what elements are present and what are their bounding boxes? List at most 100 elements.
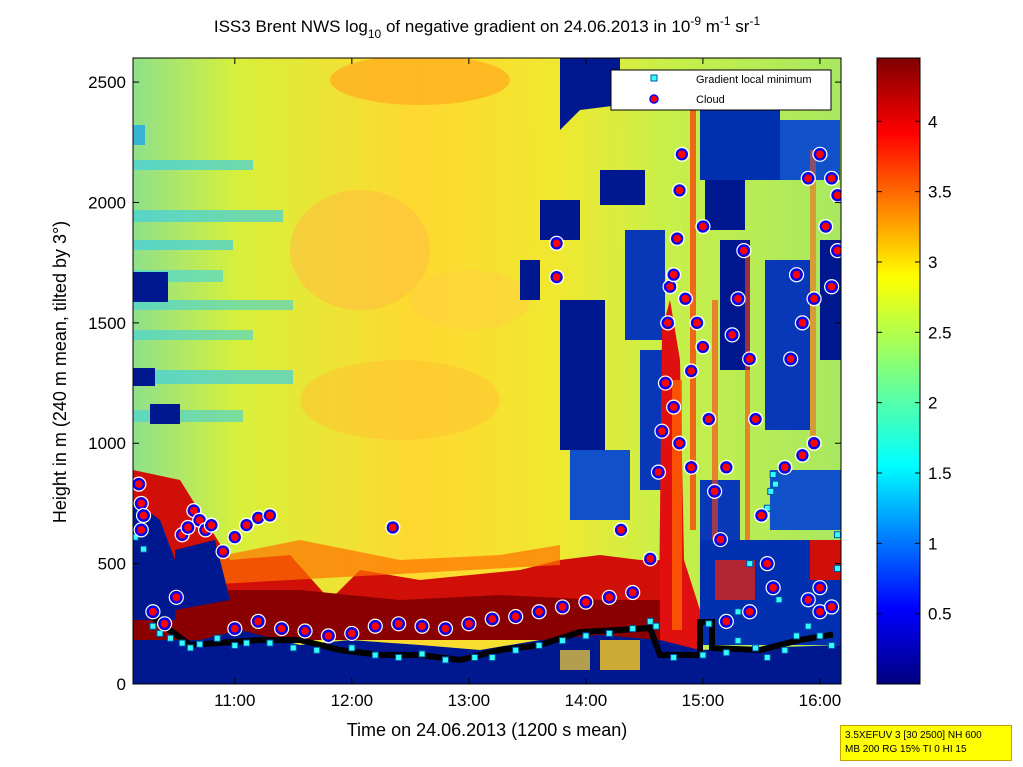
gradient-min-point	[605, 629, 613, 637]
cloud-point-halo	[180, 519, 196, 536]
cloud-point-halo	[133, 522, 149, 538]
cloud-point	[690, 316, 704, 329]
cloud-point	[708, 485, 721, 498]
x-tick-label: 11:00	[214, 691, 255, 710]
cloud-point	[761, 557, 774, 570]
gradient-min-point	[670, 654, 678, 662]
cloud-point	[813, 581, 827, 594]
cloud-point-halo	[227, 529, 243, 545]
cloud-point	[813, 148, 827, 161]
cloud-point-halo	[794, 447, 810, 463]
cloud-point	[737, 244, 750, 257]
gradient-min-point	[243, 639, 251, 647]
gradient-min-point	[771, 480, 779, 488]
cloud-point-halo	[297, 623, 313, 639]
cloud-point	[743, 352, 756, 366]
cloud-point-halo	[662, 279, 678, 295]
gradient-min-point	[149, 622, 157, 630]
gradient-min-point	[196, 640, 204, 648]
cloud-point-halo	[701, 411, 717, 427]
cloud-point-halo	[671, 182, 688, 199]
cloud-point	[550, 237, 563, 250]
cloud-point-halo	[777, 459, 793, 475]
x-tick-label: 16:00	[799, 691, 842, 710]
cloud-point	[673, 184, 686, 197]
cloud-point	[661, 316, 674, 329]
cloud-point	[532, 605, 546, 618]
gradient-min-point	[166, 634, 174, 642]
gradient-min-point	[767, 487, 775, 495]
colorbar-tick-label: 3.5	[928, 183, 952, 202]
gradient-min-point	[156, 629, 164, 637]
cloud-point-halo	[742, 604, 758, 620]
colorbar	[876, 57, 921, 685]
parameter-info-box: 3.5XEFUV 3 [30 2500] NH 600 MB 200 RG 15…	[840, 725, 1012, 761]
y-tick-label: 2000	[88, 193, 126, 212]
cloud-point-halo	[578, 594, 594, 610]
cloud-point-halo	[683, 459, 699, 475]
cloud-point-halo	[683, 363, 699, 379]
cloud-point	[228, 531, 241, 544]
cloud-point-halo	[601, 589, 617, 605]
cloud-point-halo	[806, 435, 822, 451]
cloud-point-halo	[133, 476, 147, 492]
x-tick-label: 15:00	[682, 691, 725, 710]
cloud-point	[263, 509, 277, 522]
cloud-point-halo	[689, 315, 705, 331]
cloud-point-halo	[215, 543, 231, 560]
cloud-point	[462, 617, 475, 630]
cloud-point-halo	[186, 503, 202, 519]
cloud-point	[755, 509, 768, 522]
gradient-min-point	[804, 622, 812, 630]
cloud-point	[415, 620, 429, 633]
cloud-point	[644, 552, 657, 565]
cloud-point	[767, 581, 780, 594]
cloud-point-halo	[549, 269, 565, 285]
cloud-point-halo	[414, 618, 430, 634]
cloud-point-halo	[671, 435, 688, 451]
cloud-point-halo	[385, 519, 401, 536]
gradient-min-point	[348, 644, 356, 652]
gradient-min-point	[833, 531, 841, 539]
cloud-point	[392, 617, 405, 630]
gradient-min-point	[746, 560, 754, 568]
cloud-point	[181, 521, 195, 534]
gradient-min-point	[629, 625, 637, 633]
cloud-point-halo	[227, 621, 243, 637]
cloud-point-halo	[367, 618, 383, 634]
gradient-min-point	[471, 654, 479, 662]
gradient-min-point	[213, 634, 221, 642]
cloud-point-halo	[788, 267, 805, 283]
cloud-point	[667, 268, 680, 281]
gradient-min-point	[646, 617, 654, 625]
cloud-point-halo	[650, 464, 667, 480]
cloud-point	[807, 292, 821, 305]
cloud-point-halo	[730, 291, 746, 307]
cloud-point	[659, 376, 672, 390]
gradient-min-point	[652, 622, 660, 630]
cloud-point	[679, 292, 692, 305]
cloud-point	[664, 280, 677, 293]
cloud-point	[825, 280, 838, 293]
colorbar-tick-label: 1.5	[928, 464, 952, 483]
info-line-2: MB 200 RG 15% TI 0 HI 15	[845, 744, 967, 755]
y-tick-label: 2500	[88, 73, 126, 92]
cloud-point	[369, 620, 382, 633]
cloud-point	[675, 148, 688, 161]
legend-label-cloud: Cloud	[696, 94, 725, 106]
gradient-min-point	[140, 545, 148, 553]
cloud-point	[345, 627, 358, 640]
gradient-min-point	[833, 564, 841, 572]
cloud-point-halo	[135, 507, 152, 524]
gradient-min-point	[266, 639, 274, 647]
cloud-point	[550, 271, 563, 284]
cloud-point-halo	[718, 613, 734, 630]
gradient-min-point	[769, 471, 777, 479]
gradient-min-point	[699, 651, 707, 659]
colorbar-tick-label: 0.5	[928, 605, 952, 624]
cloud-point-halo	[783, 351, 799, 367]
legend-marker-cloud	[649, 94, 659, 104]
y-tick-label: 1500	[88, 314, 126, 333]
cloud-point	[146, 605, 159, 618]
